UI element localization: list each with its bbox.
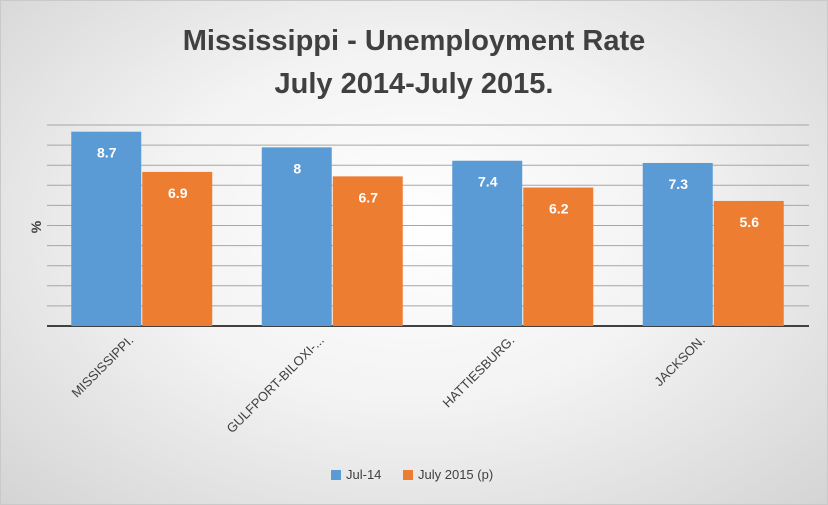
bar-jul14-1 [261, 147, 332, 326]
y-axis-label: % [28, 220, 44, 233]
bar-jul14-3 [642, 162, 713, 326]
data-label: 8.7 [97, 145, 117, 161]
legend-entry: Jul-14 [346, 467, 381, 482]
bar-jul15-3 [713, 200, 784, 326]
data-label: 8 [293, 160, 301, 176]
data-label: 7.4 [478, 174, 498, 190]
data-label: 6.2 [549, 201, 569, 217]
data-label: 7.3 [669, 176, 689, 192]
bar-jul14-2 [452, 160, 523, 326]
data-label: 6.7 [359, 189, 379, 205]
chart-subtitle: July 2014-July 2015. [275, 68, 554, 100]
bar-jul15-2 [523, 187, 594, 326]
legend-entry: July 2015 (p) [418, 467, 493, 482]
data-label: 6.9 [168, 185, 188, 201]
chart-title: Mississippi - Unemployment Rate [183, 25, 646, 57]
bars-group [71, 131, 784, 326]
category-label: GULFPORT-BILOXI-... [223, 333, 326, 436]
legend-swatch [331, 470, 341, 480]
legend: Jul-14 July 2015 (p) [331, 467, 493, 482]
bar-jul14-0 [71, 131, 142, 326]
category-label: JACKSON. [651, 333, 708, 390]
bar-jul15-1 [332, 176, 403, 326]
bar-jul15-0 [142, 171, 213, 326]
category-label: MISSISSIPPI. [69, 333, 137, 401]
category-label: HATTIESBURG. [440, 333, 518, 411]
data-label: 5.6 [740, 214, 760, 230]
legend-swatch [403, 470, 413, 480]
